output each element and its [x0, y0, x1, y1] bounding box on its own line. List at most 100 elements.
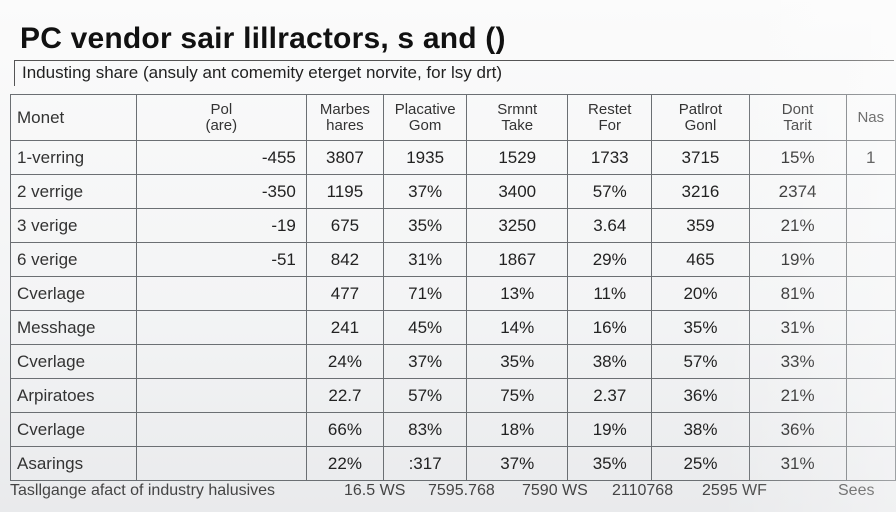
table-row: Messhage 241 45% 14% 16% 35% 31%: [10, 310, 896, 345]
table-cell: 3250: [466, 208, 569, 243]
table-cell: 75%: [466, 378, 569, 413]
table-cell: 3715: [651, 140, 750, 175]
table-cell: 66%: [305, 412, 384, 447]
table-cell: [135, 378, 307, 413]
column-header: Restet For: [567, 94, 653, 141]
footer-value: 16.5 WS: [344, 482, 406, 499]
table-cell: 57%: [567, 174, 653, 209]
table-cell: 1195: [305, 174, 384, 209]
table-cell: [845, 446, 896, 481]
table-cell: 3807: [305, 140, 384, 175]
table-cell: [135, 412, 307, 447]
footer-value: 2595 WF: [702, 482, 767, 499]
table-cell: 57%: [651, 344, 750, 379]
table-cell: 19%: [567, 412, 653, 447]
table-cell: 37%: [382, 344, 468, 379]
table-row: Arpiratoes 22.7 57% 75% 2.37 36% 21%: [10, 378, 896, 413]
table-cell: [845, 208, 896, 243]
table-cell: 19%: [748, 242, 847, 277]
column-header-line: Take: [501, 116, 534, 134]
table-cell: 24%: [305, 344, 384, 379]
table-cell: 842: [305, 242, 384, 277]
footer-value: 7590 WS: [522, 482, 588, 499]
row-label: Arpiratoes: [10, 378, 137, 413]
table-row: 1-verring -455 3807 1935 1529 1733 3715 15% 1: [10, 140, 896, 175]
table-row: 3 verige -19 675 35% 3250 3.64 359 21%: [10, 208, 896, 243]
table-cell: 21%: [748, 378, 847, 413]
table-cell: 465: [651, 242, 750, 277]
table-cell: [135, 344, 307, 379]
table-cell: 18%: [466, 412, 569, 447]
table-cell: 1529: [466, 140, 569, 175]
table-cell: [845, 378, 896, 413]
column-header: Placative Gom: [382, 94, 468, 141]
table-cell: 38%: [651, 412, 750, 447]
subtitle-frame: [14, 60, 894, 86]
table-cell: 57%: [382, 378, 468, 413]
row-label: 6 verige: [10, 242, 137, 277]
table-cell: 241: [305, 310, 384, 345]
row-label: 1-verring: [10, 140, 137, 175]
column-header-line: Placative: [394, 100, 456, 118]
data-table: Monet Pol (are) Marbes hares Placative Gom Srmn…: [10, 94, 896, 481]
table-cell: [845, 412, 896, 447]
column-header-line: Marbes: [319, 100, 370, 118]
table-row: Cverlage 66% 83% 18% 19% 38% 36%: [10, 412, 896, 447]
table-cell: 81%: [748, 276, 847, 311]
table-cell: 14%: [466, 310, 569, 345]
table-cell: 22.7: [305, 378, 384, 413]
table-cell: 31%: [748, 446, 847, 481]
column-header-line: Pol: [210, 100, 233, 118]
table-cell: 11%: [567, 276, 653, 311]
document-title: PC vendor sair lillractors, s and (): [20, 22, 506, 55]
table-cell: 15%: [748, 140, 847, 175]
column-header: Srmnt Take: [466, 94, 569, 141]
table-cell: 3.64: [567, 208, 653, 243]
table-cell: 33%: [748, 344, 847, 379]
column-header-line: Restet: [588, 100, 632, 118]
table-cell: -350: [135, 174, 307, 209]
table-cell: 37%: [382, 174, 468, 209]
table-cell: 35%: [466, 344, 569, 379]
table-cell: [845, 344, 896, 379]
footer-value: 2110768: [612, 482, 674, 499]
column-header-line: hares: [326, 116, 364, 134]
column-header: Monet: [10, 94, 137, 141]
table-cell: 3216: [651, 174, 750, 209]
table-cell: 1935: [382, 140, 468, 175]
table-cell: -51: [135, 242, 307, 277]
table-cell: [135, 310, 307, 345]
table-row: 2 verrige -350 1195 37% 3400 57% 3216 2374: [10, 174, 896, 209]
table-cell: 35%: [382, 208, 468, 243]
column-header: Pol (are): [135, 94, 307, 141]
table-cell: 21%: [748, 208, 847, 243]
table-cell: 35%: [567, 446, 653, 481]
table-cell: 29%: [567, 242, 653, 277]
row-label: Cverlage: [10, 412, 137, 447]
table-cell: :317: [382, 446, 468, 481]
column-header: Marbes hares: [305, 94, 384, 141]
table-header-row: Monet Pol (are) Marbes hares Placative Gom Srmn…: [10, 94, 896, 141]
footer-note: Tasllgange afact of industry halusives: [10, 482, 276, 499]
column-header: Dont Tarit: [748, 94, 847, 141]
column-header-line: Tarit: [783, 116, 812, 134]
row-label: 2 verrige: [10, 174, 137, 209]
table-footer: Tasllgange afact of industry halusives 1…: [0, 478, 896, 512]
table-cell: [845, 242, 896, 277]
table-cell: 35%: [651, 310, 750, 345]
column-header-line: Monet: [17, 107, 65, 127]
table-cell: 1: [845, 140, 896, 175]
table-cell: [845, 276, 896, 311]
footer-right-label: Sees: [838, 482, 875, 499]
table-cell: 1867: [466, 242, 569, 277]
footer-value: 7595.768: [428, 482, 495, 499]
table-cell: 36%: [748, 412, 847, 447]
column-header-line: Gonl: [684, 116, 717, 134]
table-row: Cverlage 477 71% 13% 11% 20% 81%: [10, 276, 896, 311]
table-row: Cverlage 24% 37% 35% 38% 57% 33%: [10, 344, 896, 379]
table-cell: 25%: [651, 446, 750, 481]
column-header-line: Srmnt: [497, 100, 538, 118]
table-cell: 22%: [305, 446, 384, 481]
table-cell: 37%: [466, 446, 569, 481]
